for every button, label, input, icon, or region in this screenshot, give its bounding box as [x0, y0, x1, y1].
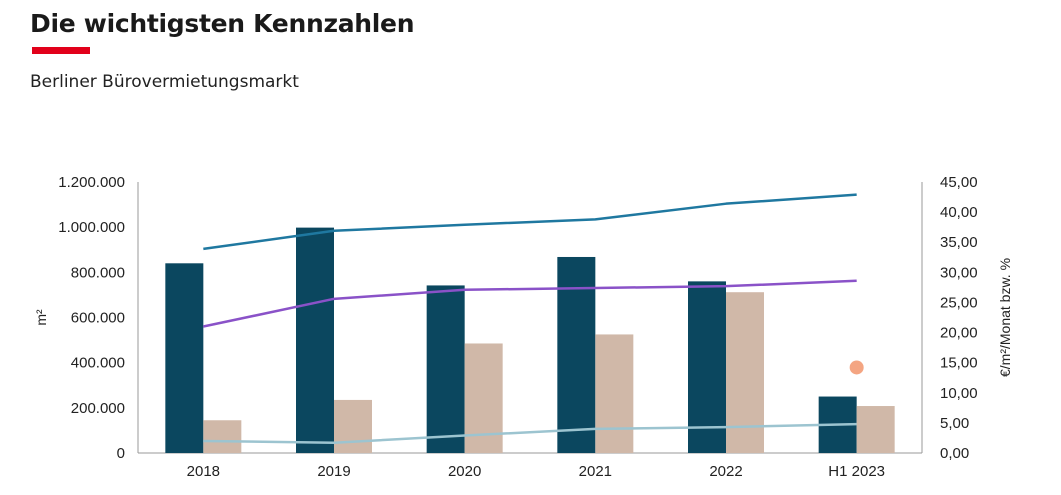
bar-series-2-5	[856, 406, 895, 453]
x-tick-label: H1 2023	[828, 463, 885, 480]
point-marker-1	[849, 360, 864, 375]
y2-tick-label: 10,00	[940, 385, 978, 402]
x-tick-label: 2022	[709, 463, 742, 480]
x-tick-label: 2018	[187, 463, 220, 480]
x-tick-label: 2019	[317, 463, 350, 480]
bar-series-1-4	[688, 281, 726, 453]
bar-series-2-2	[464, 343, 503, 453]
y-tick-label: 400.000	[71, 355, 125, 372]
y2-tick-label: 40,00	[940, 204, 978, 221]
x-tick-label: 2021	[579, 463, 612, 480]
page-subtitle: Berliner Bürovermietungsmarkt	[30, 72, 299, 92]
y-tick-label: 1.200.000	[58, 174, 125, 191]
y2-tick-label: 5,00	[940, 415, 969, 432]
x-tick-label: 2020	[448, 463, 481, 480]
bar-series-1-0	[165, 263, 204, 453]
y-axis-title: m²	[33, 309, 49, 326]
y2-tick-label: 20,00	[940, 325, 978, 342]
bar-series-2-1	[334, 399, 372, 453]
y-tick-label: 800.000	[71, 264, 125, 281]
bar-series-1-2	[426, 285, 465, 453]
y2-tick-label: 0,00	[940, 445, 969, 462]
title-accent-bar	[32, 47, 90, 54]
bar-series-1-1	[296, 227, 334, 453]
y2-tick-label: 30,00	[940, 264, 978, 281]
line-series-1	[203, 193, 857, 251]
y2-tick-label: 25,00	[940, 294, 978, 311]
line-series-3	[203, 422, 857, 445]
y2-tick-label: 35,00	[940, 234, 978, 251]
y-tick-label: 200.000	[71, 400, 125, 417]
bar-series-2-4	[726, 292, 764, 453]
page-title: Die wichtigsten Kennzahlen	[30, 9, 415, 38]
y2-tick-label: 15,00	[940, 355, 978, 372]
y-tick-label: 600.000	[71, 310, 125, 327]
line-series-2	[203, 279, 857, 328]
bar-series-2-0	[203, 420, 242, 453]
y2-axis-title: €/m²/Monat bzw. %	[997, 258, 1013, 377]
y-tick-label: 0	[117, 445, 125, 462]
bar-series-1-3	[557, 256, 596, 453]
y2-tick-label: 45,00	[940, 174, 978, 191]
bar-series-2-3	[595, 334, 634, 453]
y-tick-label: 1.000.000	[58, 219, 125, 236]
